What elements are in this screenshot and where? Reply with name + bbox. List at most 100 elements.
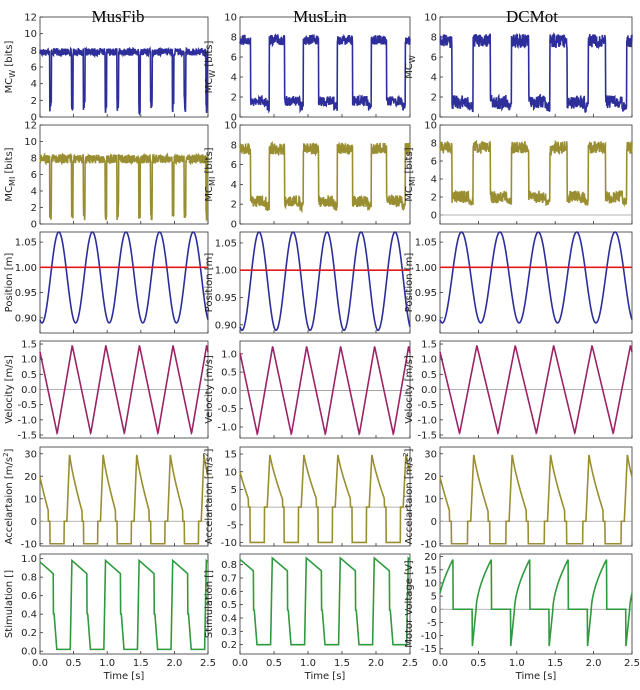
series-line (439, 454, 633, 545)
y-axis-label: Velocity [m/s] (204, 355, 215, 424)
y-tick-label: 4 (31, 79, 37, 90)
y-tick-label: 8 (231, 140, 237, 151)
y-tick-label: -0.5 (417, 400, 437, 411)
y-tick-label: 0.95 (15, 288, 37, 299)
y-axis-label-sub: W (8, 70, 17, 78)
y-axis-label-unit: [bits] (204, 41, 215, 70)
y-axis-label: Stimulation [] (4, 570, 15, 638)
y-tick-label: 0 (31, 113, 37, 124)
y-axis-label-main: Accelartaion (204, 482, 215, 544)
x-tick-label: 2.0 (586, 658, 602, 669)
y-axis-label-sup: 2 (2, 452, 10, 456)
y-axis-label-sub: MI (208, 177, 217, 186)
y-tick-label: 0.2 (21, 628, 37, 639)
y-axis-label-unit: [m/s (4, 457, 15, 482)
y-axis-label-sub: MI (408, 177, 417, 186)
panel-vel-dcmot: -1.5 -1.0 -0.5 0.0 0.5 1.0 1.5 Velocity [m/s] (404, 340, 633, 441)
series-line (439, 31, 633, 114)
y-tick-label: -10 (421, 631, 437, 642)
series-line (439, 559, 633, 647)
y-tick-label: -0.5 (217, 404, 237, 415)
y-tick-label: 10 (24, 29, 37, 40)
series-line (239, 345, 411, 436)
panel-vel-muslin: -1.0 -0.5 0.0 0.5 1.0 Velocity [m/s] (204, 340, 411, 439)
series-line (239, 140, 411, 214)
y-axis-label-unit: [bits] (404, 147, 415, 176)
y-axis-label: MCMI [bits] (4, 147, 17, 201)
y-tick-label: 1.00 (15, 263, 37, 274)
y-tick-label: 10 (224, 467, 237, 478)
y-tick-label: 2 (431, 93, 437, 104)
series-line (239, 556, 411, 646)
y-tick-label: 0.7 (221, 574, 237, 585)
y-axis-label-end: ] (204, 448, 215, 452)
y-axis-label: MCW [bits] (204, 41, 217, 94)
panel-vel-musfib: -1.5 -1.0 -0.5 0.0 0.5 1.0 1.5 Velocity [m/s] (4, 340, 209, 441)
series-line (439, 344, 633, 435)
y-tick-label: -5 (227, 520, 237, 531)
y-tick-label: 0 (431, 605, 437, 616)
y-tick-label: 20 (24, 472, 37, 483)
y-tick-label: 0.8 (21, 573, 37, 584)
panel-frame (239, 553, 411, 655)
y-tick-label: 1.0 (21, 554, 37, 565)
y-tick-label: 0.90 (415, 313, 437, 324)
panel-frame (239, 16, 411, 118)
panel-mcw-dcmot: 0 2 4 6 8 10 MCW (404, 13, 633, 124)
y-tick-label: 0.5 (221, 368, 237, 379)
y-tick-label: 0.3 (221, 627, 237, 638)
y-tick-label: 1.00 (415, 263, 437, 274)
y-axis-label: MCW (404, 55, 417, 79)
y-axis-label-sup: 2 (202, 452, 210, 456)
y-tick-label: 1.0 (221, 349, 237, 360)
x-axis-label: Time [s] (515, 671, 557, 682)
series-line (439, 231, 633, 324)
y-tick-label: 0 (431, 113, 437, 124)
y-tick-label: 10 (424, 13, 437, 24)
panel-frame (439, 16, 633, 118)
y-tick-label: 1.00 (215, 266, 237, 277)
y-axis-label: Motor Voltage [V] (404, 560, 415, 648)
y-tick-label: 1.0 (421, 355, 437, 366)
y-tick-label: 8 (431, 33, 437, 44)
panel-mcw-muslin: 0 2 4 6 8 10 MCW [bits] (204, 13, 411, 124)
series-line (239, 33, 411, 114)
y-tick-label: 8 (431, 139, 437, 150)
y-tick-label: 10 (424, 494, 437, 505)
y-tick-label: 0.2 (221, 640, 237, 651)
panel-frame (39, 446, 209, 547)
y-tick-label: 15 (224, 450, 237, 461)
y-tick-label: -10 (21, 539, 37, 550)
y-axis-label-unit: [bits] (4, 41, 15, 70)
panel-frame (39, 231, 209, 334)
panel-stim-musfib: 0.0 0.2 0.4 0.6 0.8 1.0 0.0 0.5 1.0 1.5 2.0 2.5 Stim… (4, 553, 216, 682)
panel-frame (439, 446, 633, 547)
y-tick-label: 1.05 (15, 238, 37, 249)
y-tick-label: 8 (31, 154, 37, 165)
y-axis-label-main: MC (4, 78, 15, 94)
y-tick-label: -5 (427, 618, 437, 629)
series-line (39, 46, 209, 116)
y-axis-label-end: ] (4, 448, 15, 452)
column-title-musfib: MusFib (92, 7, 145, 26)
y-tick-label: 10 (24, 494, 37, 505)
y-tick-label: 1.05 (215, 238, 237, 249)
y-tick-label: 5 (231, 485, 237, 496)
y-tick-label: 30 (24, 449, 37, 460)
y-tick-label: 10 (224, 13, 237, 24)
y-axis-label: Accelartaion [m/s2] (2, 448, 15, 544)
y-axis-label-main: MC (404, 186, 415, 202)
y-tick-label: 0.90 (215, 320, 237, 331)
y-tick-label: 1.5 (21, 340, 37, 351)
x-tick-label: 0.0 (32, 658, 48, 669)
y-tick-label: 12 (24, 13, 37, 24)
y-tick-label: 6 (231, 160, 237, 171)
y-tick-label: 0.0 (21, 647, 37, 658)
panel-frame (239, 446, 411, 547)
x-tick-label: 1.5 (133, 658, 149, 669)
